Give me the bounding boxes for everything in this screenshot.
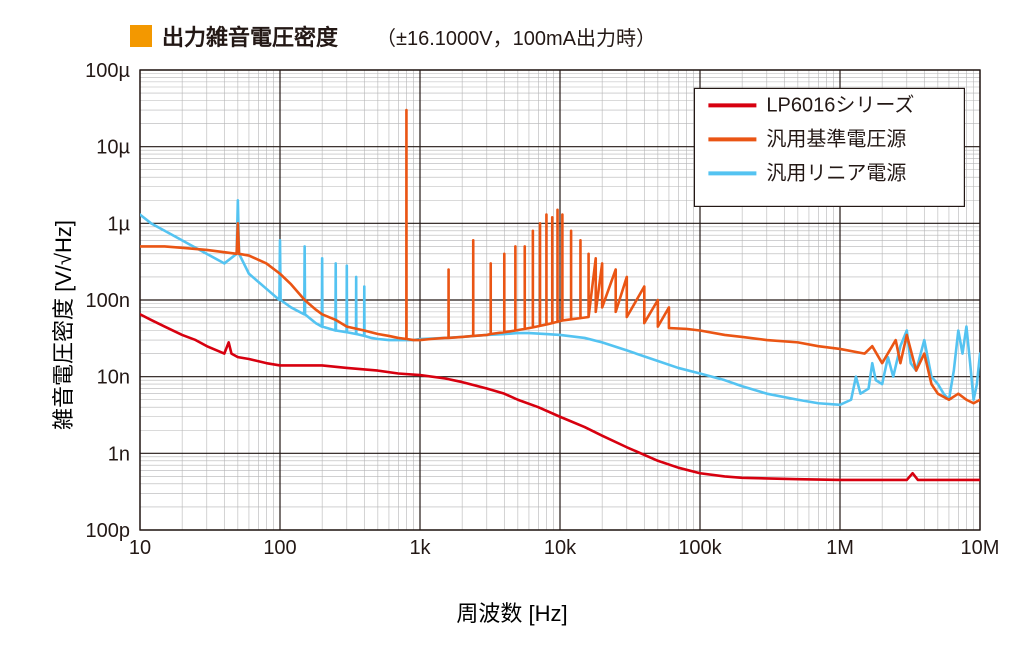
chart-title-sub: （±16.1000V，100mA出力時） bbox=[376, 22, 656, 51]
svg-text:LP6016シリーズ: LP6016シリーズ bbox=[766, 93, 914, 116]
svg-text:100µ: 100µ bbox=[85, 60, 130, 82]
svg-text:1M: 1M bbox=[826, 537, 854, 559]
chart-title-main: 出力雑音電圧密度 bbox=[162, 20, 338, 52]
svg-text:10n: 10n bbox=[97, 367, 130, 389]
svg-text:1n: 1n bbox=[108, 443, 130, 465]
svg-text:100p: 100p bbox=[86, 520, 131, 542]
svg-text:汎用基準電圧源: 汎用基準電圧源 bbox=[766, 127, 906, 150]
svg-text:汎用リニア電源: 汎用リニア電源 bbox=[766, 161, 906, 184]
svg-text:10: 10 bbox=[129, 537, 151, 559]
svg-text:100n: 100n bbox=[86, 290, 131, 312]
chart-title-row: 出力雑音電圧密度 （±16.1000V，100mA出力時） bbox=[130, 20, 1004, 52]
svg-text:1k: 1k bbox=[409, 537, 431, 559]
title-marker-icon bbox=[130, 25, 152, 47]
svg-text:100k: 100k bbox=[678, 537, 722, 559]
y-axis-label: 雑音電圧密度 [V/√Hz] bbox=[46, 220, 78, 430]
plot-area: 雑音電圧密度 [V/√Hz] 10 100 1k 10k 100k 1M 10M 100p 1n… bbox=[20, 60, 1004, 590]
svg-text:10M: 10M bbox=[961, 537, 1000, 559]
noise-density-chart: 出力雑音電圧密度 （±16.1000V，100mA出力時） 雑音電圧密度 [V/… bbox=[20, 20, 1004, 628]
x-axis-label: 周波数 [Hz] bbox=[20, 596, 1004, 628]
svg-text:10k: 10k bbox=[544, 537, 577, 559]
svg-text:100: 100 bbox=[263, 537, 296, 559]
chart-svg: 10 100 1k 10k 100k 1M 10M 100p 1n 10n 100n 1µ 10µ 100… bbox=[20, 60, 1004, 590]
svg-text:1µ: 1µ bbox=[107, 213, 130, 235]
svg-text:10µ: 10µ bbox=[96, 137, 130, 159]
